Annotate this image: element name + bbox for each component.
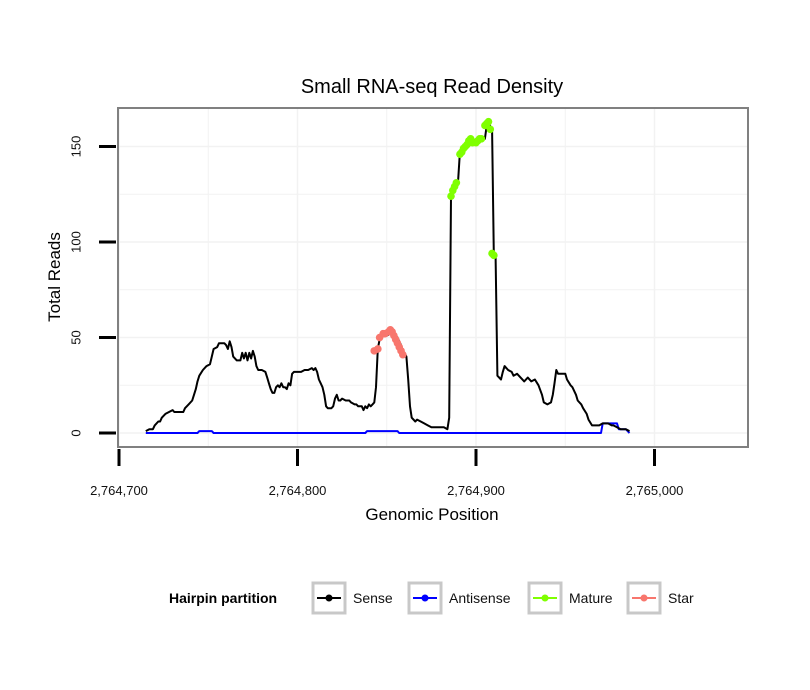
data-point-star: [399, 350, 407, 359]
legend-title: Hairpin partition: [169, 590, 277, 606]
legend-key-point: [421, 594, 429, 602]
x-tick-label: 2,765,000: [626, 483, 684, 498]
legend-item-antisense: Antisense: [407, 581, 511, 615]
x-axis-title: Genomic Position: [365, 505, 498, 524]
x-axis: 2,764,700 2,764,800 2,764,900 2,765,000: [90, 449, 683, 498]
data-point-mature: [486, 125, 495, 134]
legend-key-point: [640, 594, 648, 602]
legend: Hairpin partition Sense Antisense Mature St…: [169, 581, 694, 615]
data-point-star: [374, 345, 382, 353]
y-tick-label: 100: [69, 231, 84, 253]
legend-item-star: Star: [626, 581, 694, 615]
x-tick-label: 2,764,800: [269, 483, 327, 498]
data-point-mature: [484, 117, 493, 126]
plot-background: [118, 108, 748, 447]
y-axis-title: Total Reads: [45, 232, 64, 322]
y-axis: 0 50 100 150: [69, 136, 116, 437]
x-tick-label: 2,764,900: [447, 483, 505, 498]
legend-key-point: [541, 594, 549, 602]
plot-panel: [118, 108, 748, 447]
y-tick-label: 50: [69, 330, 84, 344]
legend-label-sense: Sense: [353, 590, 393, 606]
plot-panel-border: [117, 107, 749, 448]
legend-label-antisense: Antisense: [449, 590, 511, 606]
legend-label-mature: Mature: [569, 590, 613, 606]
series-layer: [145, 117, 631, 434]
y-tick-label: 150: [69, 136, 84, 158]
series-points-star: [370, 326, 407, 359]
legend-item-mature: Mature: [527, 581, 613, 615]
data-point-mature: [477, 135, 486, 143]
series-points-mature: [447, 117, 498, 260]
legend-label-star: Star: [668, 590, 694, 606]
data-point-mature: [490, 251, 498, 260]
data-point-mature: [447, 192, 455, 200]
legend-key-point: [325, 594, 333, 602]
gridlines: [118, 108, 748, 447]
data-point-mature: [452, 178, 461, 187]
y-tick-label: 0: [69, 429, 84, 436]
legend-item-sense: Sense: [311, 581, 393, 615]
series-line-sense: [145, 120, 630, 432]
chart-title: Small RNA-seq Read Density: [301, 76, 563, 98]
x-tick-label: 2,764,700: [90, 483, 148, 498]
